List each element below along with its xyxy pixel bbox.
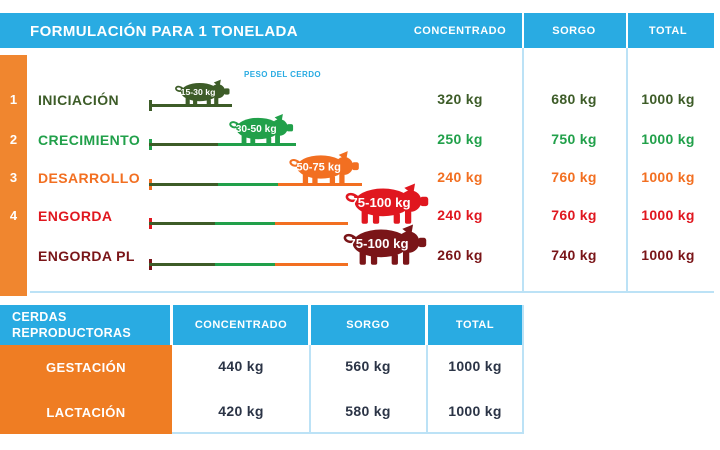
header-separator	[626, 13, 628, 48]
column-header-total: TOTAL	[455, 319, 495, 331]
value-sorgo: 750 kg	[551, 131, 597, 147]
value-concentrado: 420 kg	[218, 403, 264, 419]
timeline-segment	[275, 222, 348, 225]
column-divider	[426, 345, 428, 433]
value-sorgo: 740 kg	[551, 247, 597, 263]
pig-weight-label: 15-30 kg	[181, 87, 216, 97]
pig-silhouette	[229, 113, 294, 146]
pig-silhouette	[175, 79, 230, 107]
pig-icon-crecimiento: 30-50 kg	[229, 113, 294, 146]
pig-icon-engorda-pl: 75-100 kg	[343, 224, 427, 265]
value-sorgo: 580 kg	[345, 403, 391, 419]
column-divider	[522, 48, 524, 292]
value-total: 1000 kg	[641, 169, 695, 185]
pig-silhouette	[345, 183, 429, 224]
value-total: 1000 kg	[448, 358, 502, 374]
timeline-segment	[218, 143, 296, 146]
row-label-gestacion: GESTACIÓN	[46, 360, 126, 375]
value-total: 1000 kg	[641, 247, 695, 263]
value-sorgo: 560 kg	[345, 358, 391, 374]
top-table-title: FORMULACIÓN PARA 1 TONELADA	[30, 23, 299, 40]
value-concentrado: 440 kg	[218, 358, 264, 374]
stage-number-bar	[0, 55, 27, 296]
stage-number-4: 4	[9, 208, 18, 223]
pig-silhouette	[343, 224, 427, 265]
timeline-segment	[215, 263, 275, 266]
bottom-table-title: CERDAS REPRODUCTORAS	[12, 310, 131, 340]
timeline-segment	[215, 222, 275, 225]
value-total: 1000 kg	[448, 403, 502, 419]
timeline-segment	[218, 183, 278, 186]
bottom-table-header-bar	[0, 305, 524, 345]
value-concentrado: 260 kg	[437, 247, 483, 263]
header-separator	[522, 13, 524, 48]
pig-icon-iniciacion: 15-30 kg	[175, 79, 230, 107]
table-bottom-border	[30, 291, 714, 293]
stage-label-engorda: ENGORDA	[38, 208, 113, 224]
column-header-total: TOTAL	[648, 25, 688, 37]
stage-number-3: 3	[9, 170, 18, 185]
timeline-segment	[278, 183, 362, 186]
stage-number-2: 2	[9, 132, 18, 147]
pig-icon-desarrollo: 50-75 kg	[289, 151, 359, 185]
value-concentrado: 240 kg	[437, 207, 483, 223]
timeline-segment	[149, 222, 215, 225]
timeline-segment	[149, 183, 218, 186]
timeline-segment	[149, 143, 218, 146]
stage-label-iniciacion: INICIACIÓN	[38, 92, 119, 108]
value-total: 1000 kg	[641, 207, 695, 223]
value-sorgo: 680 kg	[551, 91, 597, 107]
column-header-sorgo: SORGO	[346, 319, 390, 331]
pig-weight-label: 75-100 kg	[348, 236, 408, 251]
pig-weight-label: 75-100 kg	[350, 195, 410, 210]
value-concentrado: 240 kg	[437, 169, 483, 185]
header-separator	[308, 305, 311, 345]
row-label-lactacion: LACTACIÓN	[46, 405, 126, 420]
pig-weight-label: 30-50 kg	[236, 124, 277, 135]
pig-icon-engorda: 75-100 kg	[345, 183, 429, 224]
pig-silhouette	[289, 151, 359, 185]
top-table-header-bar	[0, 13, 714, 48]
pig-weight-axis-label: PESO DEL CERDO	[244, 70, 322, 79]
stage-number-1: 1	[9, 92, 18, 107]
column-header-concentrado: CONCENTRADO	[413, 25, 507, 37]
column-divider	[309, 345, 311, 433]
stage-label-engorda-pl: ENGORDA PL	[38, 248, 135, 264]
stage-label-desarrollo: DESARROLLO	[38, 170, 140, 186]
pig-weight-label: 50-75 kg	[296, 162, 341, 174]
column-divider	[626, 48, 628, 292]
value-concentrado: 250 kg	[437, 131, 483, 147]
stage-label-crecimiento: CRECIMIENTO	[38, 132, 141, 148]
value-sorgo: 760 kg	[551, 169, 597, 185]
table-right-border	[522, 305, 524, 433]
value-concentrado: 320 kg	[437, 91, 483, 107]
value-total: 1000 kg	[641, 91, 695, 107]
timeline-segment	[149, 263, 215, 266]
header-separator	[425, 305, 428, 345]
timeline-segment	[149, 104, 232, 107]
column-header-concentrado: CONCENTRADO	[194, 319, 288, 331]
value-total: 1000 kg	[641, 131, 695, 147]
table-bottom-border	[172, 432, 524, 434]
bottom-row-label-block	[0, 345, 172, 434]
header-separator	[170, 305, 173, 345]
timeline-segment	[275, 263, 348, 266]
column-header-sorgo: SORGO	[552, 25, 596, 37]
value-sorgo: 760 kg	[551, 207, 597, 223]
